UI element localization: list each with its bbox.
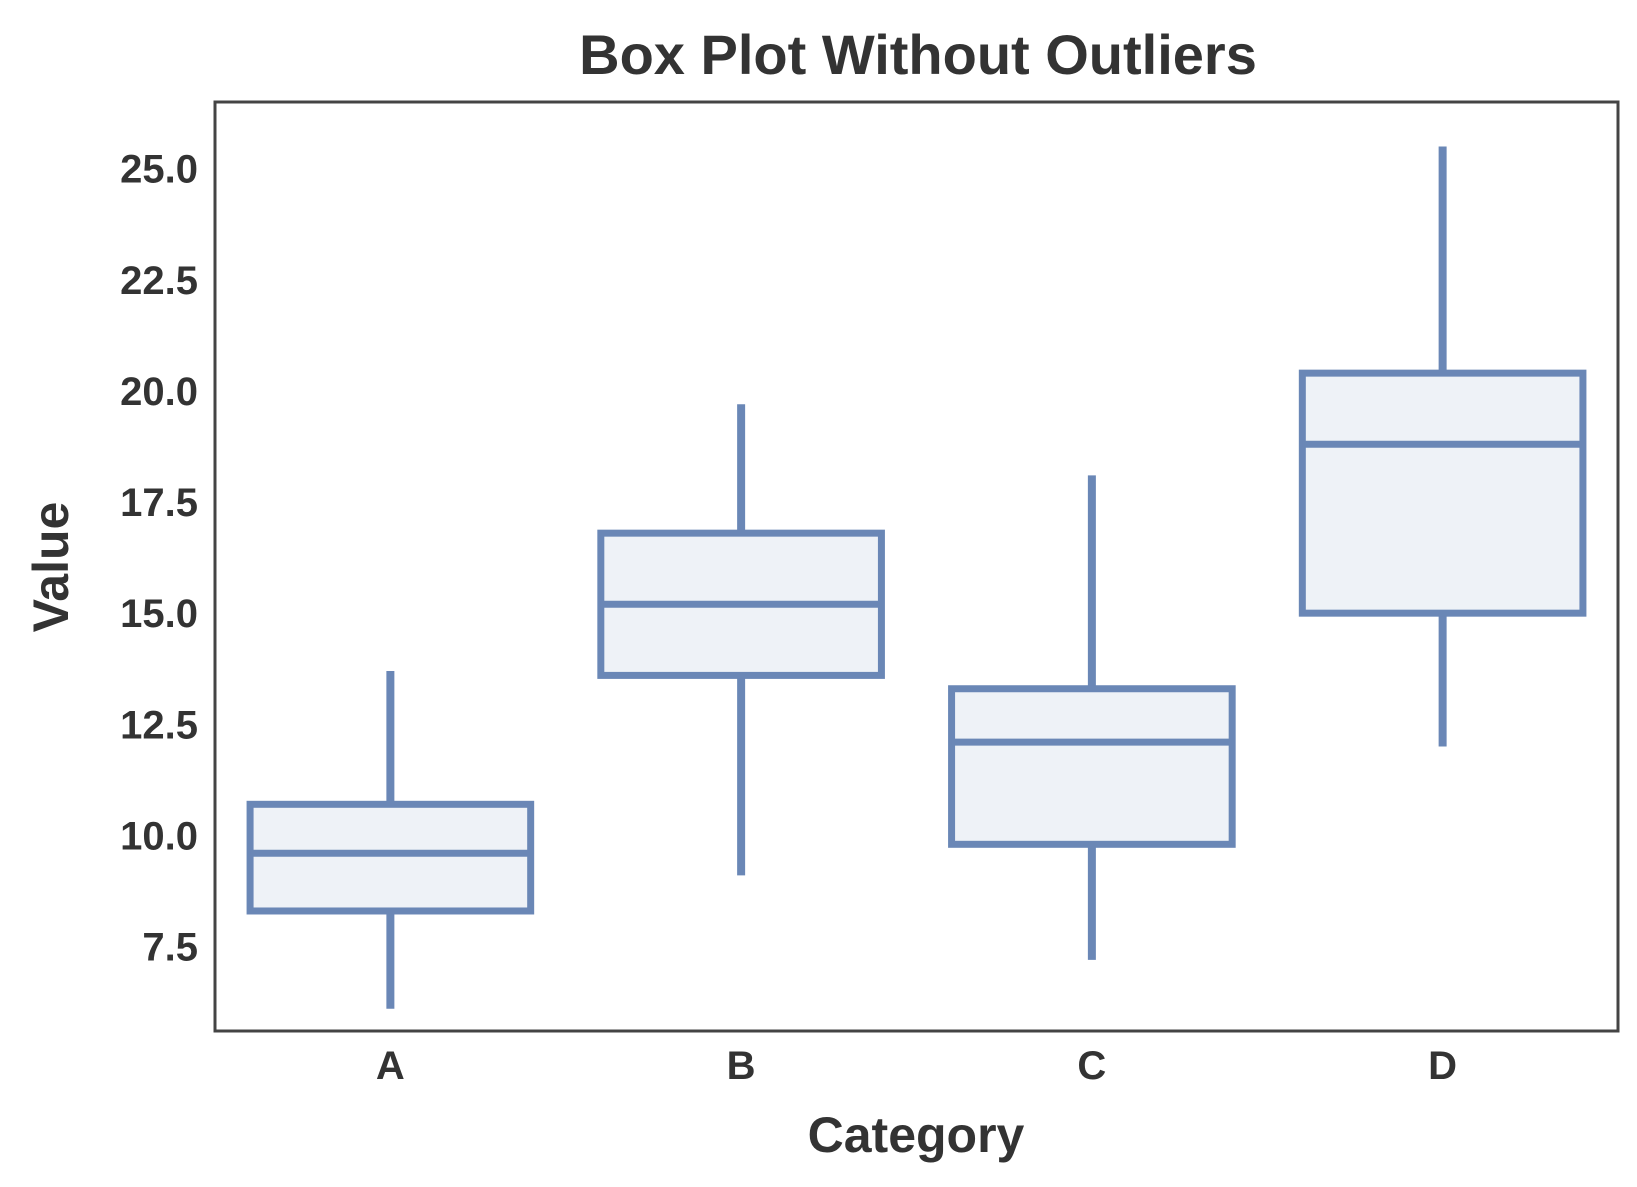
box-c bbox=[948, 475, 1236, 960]
y-tick-label: 7.5 bbox=[142, 926, 198, 970]
chart-title: Box Plot Without Outliers bbox=[579, 23, 1257, 86]
y-axis-label: Value bbox=[23, 502, 79, 633]
x-tick-label: A bbox=[376, 1044, 405, 1088]
box-b bbox=[597, 404, 885, 876]
box-group bbox=[246, 146, 1587, 1009]
y-tick-label: 20.0 bbox=[120, 370, 198, 414]
x-tick-label: D bbox=[1428, 1044, 1457, 1088]
x-tick-label: C bbox=[1077, 1044, 1106, 1088]
y-tick-label: 15.0 bbox=[120, 592, 198, 636]
y-tick-label: 17.5 bbox=[120, 481, 198, 525]
y-tick-label: 10.0 bbox=[120, 814, 198, 858]
iqr-box bbox=[1298, 369, 1587, 617]
y-axis-ticks: 7.5 10.0 12.5 15.0 17.5 20.0 22.5 25.0 bbox=[120, 148, 198, 970]
iqr-box bbox=[246, 800, 535, 915]
x-axis-ticks: A B C D bbox=[376, 1044, 1457, 1088]
iqr-box bbox=[948, 685, 1236, 848]
x-axis-label: Category bbox=[808, 1107, 1025, 1163]
y-tick-label: 22.5 bbox=[120, 259, 198, 303]
box-d bbox=[1298, 146, 1587, 747]
y-tick-label: 25.0 bbox=[120, 148, 198, 192]
x-tick-label: B bbox=[727, 1044, 756, 1088]
box-a bbox=[246, 670, 535, 1009]
y-tick-label: 12.5 bbox=[120, 703, 198, 747]
